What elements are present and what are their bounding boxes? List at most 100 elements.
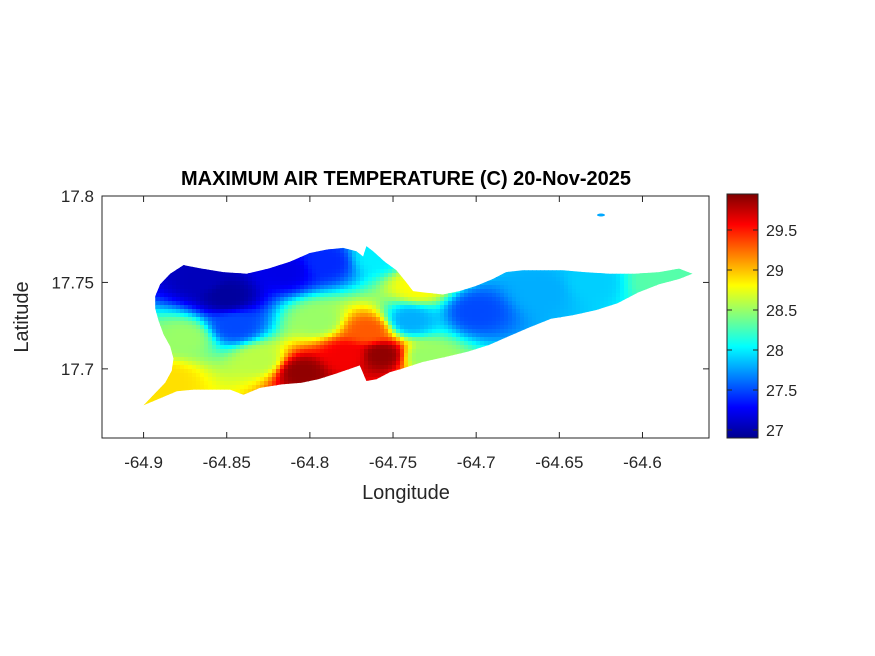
heatmap-cell — [276, 325, 281, 330]
heatmap-cell — [288, 297, 293, 302]
heatmap-cell — [176, 281, 181, 286]
heatmap-cell — [416, 345, 421, 350]
heatmap-cell — [416, 361, 421, 366]
heatmap-cell — [352, 297, 357, 302]
heatmap-cell — [308, 377, 313, 382]
heatmap-cell — [184, 385, 189, 390]
heatmap-cell — [276, 281, 281, 286]
heatmap-cell — [232, 273, 237, 278]
heatmap-cell — [268, 345, 273, 350]
heatmap-cell — [500, 285, 505, 290]
heatmap-cell — [568, 269, 573, 274]
heatmap-cell — [372, 357, 377, 362]
heatmap-cell — [380, 297, 385, 302]
heatmap-cell — [164, 301, 169, 306]
heatmap-cell — [188, 301, 193, 306]
heatmap-cell — [304, 273, 309, 278]
heatmap-cell — [324, 301, 329, 306]
heatmap-cell — [428, 353, 433, 358]
heatmap-cell — [372, 329, 377, 334]
heatmap-cell — [544, 297, 549, 302]
heatmap-cell — [356, 253, 361, 258]
heatmap-cell — [200, 269, 205, 274]
heatmap-cell — [316, 349, 321, 354]
heatmap-cell — [384, 361, 389, 366]
heatmap-cell — [400, 353, 405, 358]
heatmap-cell — [296, 345, 301, 350]
heatmap-cell — [288, 325, 293, 330]
heatmap-cell — [228, 321, 233, 326]
heatmap-cell — [276, 353, 281, 358]
heatmap-cell — [236, 293, 241, 298]
heatmap-cell — [452, 349, 457, 354]
heatmap-cell — [416, 337, 421, 342]
heatmap-cell — [648, 285, 653, 290]
heatmap-cell — [544, 269, 549, 274]
heatmap-cell — [164, 289, 169, 294]
heatmap-cell — [324, 329, 329, 334]
heatmap-cell — [400, 277, 405, 282]
heatmap-cell — [228, 281, 233, 286]
heatmap-cell — [212, 365, 217, 370]
heatmap-cell — [248, 281, 253, 286]
heatmap-cell — [528, 285, 533, 290]
heatmap-cell — [252, 301, 257, 306]
heatmap-cell — [188, 333, 193, 338]
heatmap-cell — [304, 261, 309, 266]
heatmap-cell — [176, 297, 181, 302]
heatmap-cell — [460, 337, 465, 342]
heatmap-cell — [316, 345, 321, 350]
heatmap-cell — [468, 337, 473, 342]
heatmap-cell — [192, 337, 197, 342]
heatmap-cell — [600, 281, 605, 286]
heatmap-cell — [216, 273, 221, 278]
heatmap-cell — [404, 353, 409, 358]
heatmap-cell — [348, 301, 353, 306]
heatmap-cell — [400, 317, 405, 322]
heatmap-cell — [532, 281, 537, 286]
heatmap-cell — [488, 305, 493, 310]
heatmap-cell — [220, 289, 225, 294]
heatmap-cell — [252, 333, 257, 338]
heatmap-cell — [180, 293, 185, 298]
heatmap-cell — [452, 309, 457, 314]
heatmap-cell — [380, 365, 385, 370]
heatmap-cell — [196, 349, 201, 354]
heatmap-cell — [216, 341, 221, 346]
heatmap-cell — [332, 289, 337, 294]
heatmap-cell — [216, 325, 221, 330]
heatmap-cell — [636, 289, 641, 294]
heatmap-cell — [512, 301, 517, 306]
heatmap-cell — [664, 273, 669, 278]
heatmap-cell — [212, 357, 217, 362]
heatmap-cell — [632, 273, 637, 278]
heatmap-cell — [228, 309, 233, 314]
heatmap-cell — [604, 289, 609, 294]
heatmap-cell — [672, 269, 677, 274]
heatmap-cell — [352, 365, 357, 370]
heatmap-cell — [280, 273, 285, 278]
heatmap-cell — [452, 305, 457, 310]
heatmap-cell — [616, 281, 621, 286]
heatmap-cell — [304, 289, 309, 294]
heatmap-cell — [160, 385, 165, 390]
heatmap-cell — [376, 261, 381, 266]
heatmap-cell — [476, 285, 481, 290]
heatmap-cell — [536, 317, 541, 322]
heatmap-cell — [464, 301, 469, 306]
heatmap-cell — [508, 313, 513, 318]
heatmap-cell — [384, 313, 389, 318]
heatmap-cell — [232, 277, 237, 282]
heatmap-cell — [204, 313, 209, 318]
heatmap-cell — [172, 357, 177, 362]
heatmap-cell — [476, 301, 481, 306]
heatmap-cell — [344, 361, 349, 366]
heatmap-cell — [316, 305, 321, 310]
heatmap-cell — [216, 377, 221, 382]
heatmap-cell — [356, 361, 361, 366]
heatmap-cell — [316, 253, 321, 258]
heatmap-cell — [612, 289, 617, 294]
heatmap-cell — [248, 313, 253, 318]
heatmap-cell — [392, 337, 397, 342]
heatmap-cell — [580, 309, 585, 314]
